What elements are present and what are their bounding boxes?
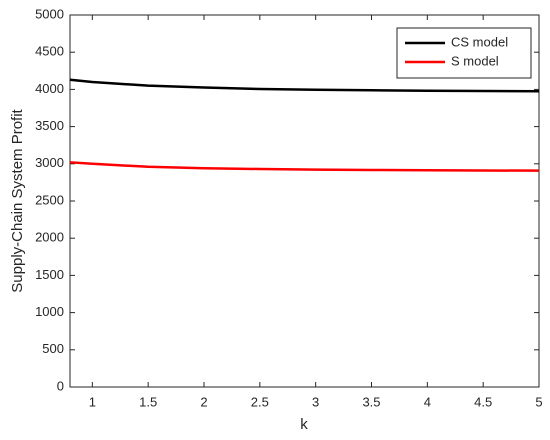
- x-tick-label: 5: [535, 394, 542, 409]
- y-tick-label: 2500: [35, 192, 64, 207]
- x-tick-label: 1: [89, 394, 96, 409]
- x-tick-label: 4: [424, 394, 431, 409]
- legend-label: S model: [451, 53, 499, 68]
- legend-label: CS model: [451, 34, 508, 49]
- line-series: [69, 78, 540, 93]
- y-axis-label: Supply-Chain System Profit: [9, 108, 26, 292]
- y-tick-label: 3500: [35, 118, 64, 133]
- y-tick-label: 4500: [35, 44, 64, 59]
- y-tick-label: 2000: [35, 230, 64, 245]
- legend-box: [396, 27, 532, 79]
- y-tick-label: 5000: [35, 6, 64, 21]
- y-tick-label: 0: [57, 378, 64, 393]
- x-tick-label: 2.5: [251, 394, 269, 409]
- y-tick-label: 1500: [35, 267, 64, 282]
- line-series: [69, 161, 540, 172]
- x-tick-label: 1.5: [139, 394, 157, 409]
- x-tick-label: 2: [200, 394, 207, 409]
- x-tick-label: 4.5: [474, 394, 492, 409]
- x-tick-label: 3.5: [362, 394, 380, 409]
- y-tick-label: 4000: [35, 81, 64, 96]
- x-axis-label: k: [300, 416, 308, 433]
- x-tick-label: 3: [312, 394, 319, 409]
- y-tick-label: 500: [42, 341, 64, 356]
- y-tick-label: 3000: [35, 155, 64, 170]
- y-tick-label: 1000: [35, 304, 64, 319]
